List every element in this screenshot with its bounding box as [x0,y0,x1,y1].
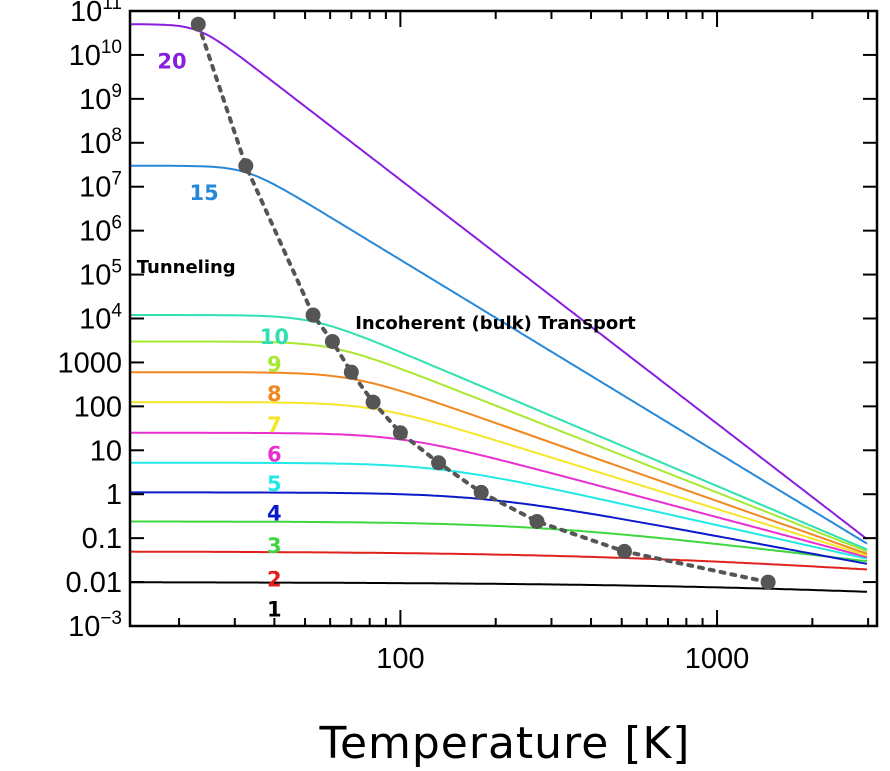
y-tick-label: 107 [79,169,122,204]
curve-label-9: 9 [267,352,282,376]
y-tick-label-base: 10 [79,216,111,248]
curve-label-5: 5 [267,472,282,496]
crossover-marker [616,543,632,559]
crossover-marker [473,484,489,500]
crossover-marker [365,394,381,410]
y-tick-label-base: 10 [79,172,111,204]
y-tick-label: 108 [79,125,122,160]
curve-label-6: 6 [267,442,282,466]
y-tick-label-base: 10 [79,260,111,292]
curve-label-10: 10 [260,325,289,349]
series-line-10 [130,314,868,551]
series-line-2 [130,550,868,571]
y-tick-label-base: 10 [79,84,111,116]
crossover-marker [190,16,206,32]
y-tick-label-base: 10 [68,611,100,643]
x-tick-labels: 100 1000 [376,643,749,675]
tick-marks [130,10,877,627]
region-label: Tunneling [137,257,236,278]
series-line-6 [130,431,868,559]
y-tick-label: 106 [79,213,122,248]
curve-label-4: 4 [267,502,282,526]
y-tick-label-base: 10 [79,304,111,336]
crossover-marker [324,333,340,349]
series-line-7 [130,401,868,557]
curve-label-1: 1 [267,598,282,622]
series-line-8 [130,371,868,555]
series-line-20 [130,23,868,540]
crossover-marker [343,364,359,380]
curve-labels: 1 2 3 4 5 6 7 8 9 10 15 20 [157,49,289,621]
y-tick-label: 1010 [69,37,122,72]
curve-label-7: 7 [267,413,282,437]
y-tick-label-base: 10 [69,40,101,72]
x-tick-label: 1000 [685,643,750,675]
series-line-1 [130,581,868,593]
region-labels: Tunneling Incoherent (bulk) Transport [137,257,636,334]
y-tick-label: 104 [79,301,122,336]
y-tick-label: 10 [90,435,122,467]
curve-label-3: 3 [267,534,282,558]
crossover-dotted-line [196,22,771,585]
curve-label-20: 20 [157,49,186,73]
y-tick-label: 10−3 [68,608,122,643]
y-tick-label: 0.01 [66,567,122,599]
y-tick-label-base: 10 [79,128,111,160]
series-line-15 [130,164,868,545]
crossover-marker [238,158,254,174]
y-tick-label-exponent: 9 [111,81,122,102]
y-tick-label: 109 [79,81,122,116]
series-line-5 [130,461,868,560]
y-tick-label-exponent: 4 [111,301,122,322]
crossover-marker [392,425,408,441]
x-tick-label: 100 [376,643,424,675]
crossover-marker [760,574,776,590]
y-tick-label: 1000 [57,347,122,379]
y-tick-label-exponent: 5 [111,257,122,278]
crossover-marker [431,455,447,471]
y-tick-label: 0.1 [82,523,122,555]
curve-label-15: 15 [190,181,219,205]
series-line-3 [130,520,868,563]
x-axis-label: Temperature [K] [319,718,691,769]
crossover-marker-group [190,16,776,590]
y-tick-label-exponent: 11 [102,0,122,14]
y-tick-label-exponent: 6 [111,213,122,234]
series-line-9 [130,340,868,553]
y-tick-label-exponent: 10 [101,37,122,58]
region-label: Incoherent (bulk) Transport [355,313,636,334]
y-tick-label: 105 [79,257,122,292]
y-tick-label: 1011 [70,0,122,28]
crossover-marker [305,307,321,323]
y-tick-label: 1 [106,479,122,511]
y-tick-label-base: 10 [70,0,102,28]
curve-label-2: 2 [267,568,282,592]
curve-group [130,23,868,593]
y-tick-label: 100 [74,391,122,423]
curve-label-8: 8 [267,382,282,406]
y-tick-labels: 1011101010910810710610510410001001010.10… [57,0,122,643]
y-tick-label-exponent: 7 [111,169,122,190]
y-tick-label-exponent: −3 [100,608,122,629]
y-tick-label-exponent: 8 [111,125,122,146]
series-line-4 [130,491,868,565]
crossover-marker [529,513,545,529]
